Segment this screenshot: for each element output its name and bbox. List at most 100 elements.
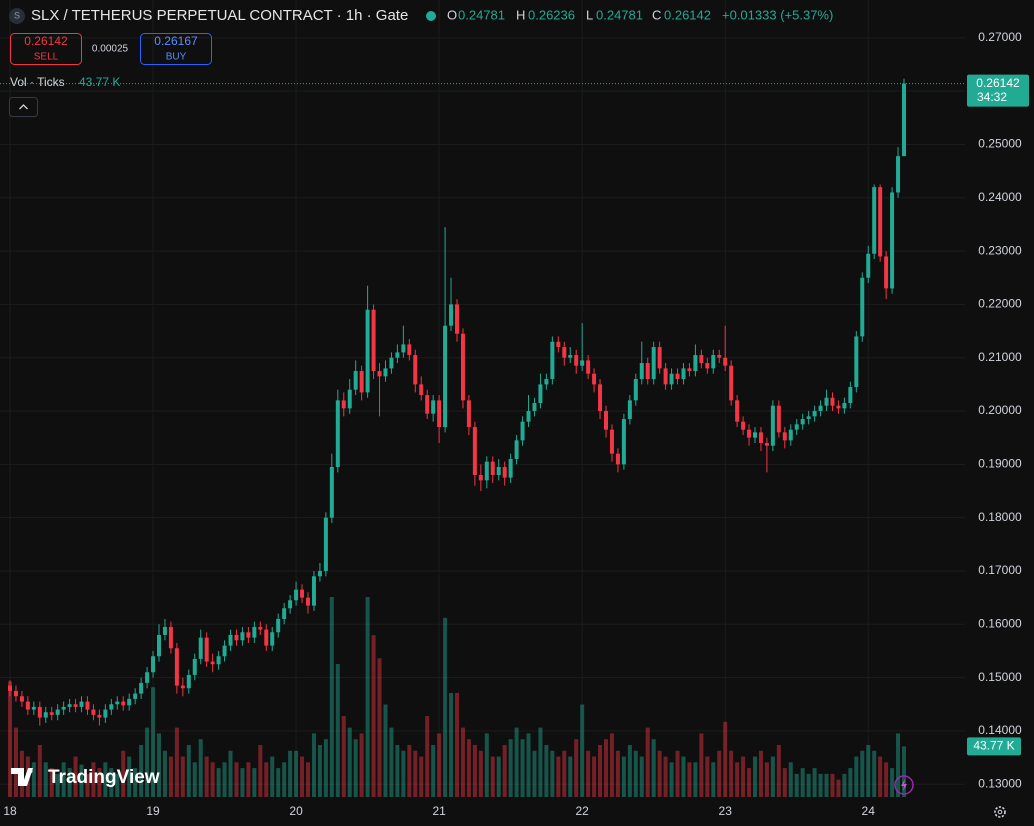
candle-body	[747, 429, 752, 438]
volume-bar	[359, 733, 364, 797]
candle-body	[723, 357, 728, 366]
candle-body	[73, 704, 78, 707]
buy-price: 0.26167	[154, 34, 198, 48]
volume-bar	[800, 768, 805, 797]
candle-body	[365, 309, 370, 393]
volume-tag-label: 43.77 K	[973, 739, 1014, 753]
candle-body	[401, 344, 406, 353]
volume-bar	[478, 750, 483, 797]
volume-bar	[472, 744, 477, 797]
volume-bar	[240, 768, 245, 797]
volume-bar	[311, 733, 316, 797]
candle-body	[681, 368, 686, 380]
volume-bar	[848, 768, 853, 797]
candle-body	[371, 309, 376, 372]
volume-bar	[693, 762, 698, 797]
candle-body	[234, 634, 239, 641]
volume-bar	[395, 744, 400, 797]
last-price-tag	[967, 74, 1029, 107]
volume-bar	[592, 756, 597, 797]
candle-body	[204, 637, 209, 662]
candle-body	[258, 626, 263, 630]
collapse-button[interactable]	[9, 97, 38, 117]
candle-body	[437, 400, 442, 428]
volume-bar	[252, 768, 257, 797]
volume-bar	[180, 756, 185, 797]
volume-bar	[186, 744, 191, 797]
volume-bar	[228, 750, 233, 797]
y-tick-label: 0.21000	[978, 350, 1022, 364]
volume-bar	[884, 762, 889, 797]
candle-body	[168, 626, 173, 649]
alert-icon[interactable]	[894, 775, 914, 795]
volume-bar	[91, 762, 96, 797]
volume-bar	[151, 687, 156, 797]
volume-bar	[586, 750, 591, 797]
volume-bar	[270, 756, 275, 797]
candle-body	[818, 405, 823, 412]
candle-body	[109, 704, 114, 710]
candle-body	[484, 461, 489, 481]
logo: TradingView	[11, 767, 160, 788]
candle-body	[592, 373, 597, 385]
y-tick-label: 0.24000	[978, 190, 1022, 204]
candle-body	[311, 576, 316, 606]
volume-bar	[806, 773, 811, 797]
volume-bar	[431, 744, 436, 797]
candle-body	[669, 373, 674, 385]
candle-body	[526, 411, 531, 422]
candle-body	[395, 352, 400, 358]
candle-body	[19, 696, 24, 702]
volume-bar	[127, 756, 132, 797]
volume-bar	[282, 762, 287, 797]
candle-body	[657, 347, 662, 369]
x-tick-label: 24	[862, 804, 876, 818]
volume-bar	[437, 733, 442, 797]
candle-body	[693, 355, 698, 372]
volume-bar	[669, 762, 674, 797]
candle-body	[788, 429, 793, 441]
volume-bar	[222, 762, 227, 797]
volume-bar	[645, 727, 650, 797]
volume-bar	[264, 762, 269, 797]
volume-bar	[514, 727, 519, 797]
y-tick-label: 0.14000	[978, 723, 1022, 737]
volume-bar	[717, 750, 722, 797]
candle-body	[806, 416, 811, 420]
volume-bar	[449, 692, 454, 797]
candle-body	[246, 632, 251, 638]
volume-bar	[115, 773, 120, 797]
candle-body	[252, 626, 257, 638]
candle-body	[455, 304, 459, 334]
candle-body	[91, 709, 96, 715]
buy-button[interactable]	[140, 33, 212, 65]
sell-button[interactable]	[10, 33, 82, 65]
volume-bar	[615, 750, 620, 797]
volume-bar	[878, 756, 883, 797]
candle-body	[37, 706, 42, 718]
volume-bar	[210, 762, 215, 797]
settings-icon[interactable]	[994, 806, 1006, 818]
y-tick-label: 0.18000	[978, 510, 1022, 524]
volume-bar	[782, 768, 787, 797]
volume-bar	[157, 733, 161, 797]
volume-bar	[37, 744, 42, 797]
candle-body	[627, 400, 632, 420]
candle-body	[157, 634, 161, 657]
y-tick-label: 0.17000	[978, 563, 1022, 577]
candle-body	[127, 698, 132, 706]
volume-bar	[371, 635, 376, 797]
volume-bar	[550, 750, 555, 797]
candle-body	[180, 685, 185, 689]
candle-body	[574, 355, 579, 366]
candle-body	[133, 693, 138, 699]
volume-bar	[55, 773, 60, 797]
volume-bar	[544, 744, 549, 797]
candle-body	[389, 357, 394, 369]
candle-body	[598, 384, 603, 412]
candle-body	[800, 419, 805, 425]
volume-bar	[580, 704, 585, 797]
candle-body	[770, 405, 775, 446]
x-tick-label: 22	[575, 804, 589, 818]
